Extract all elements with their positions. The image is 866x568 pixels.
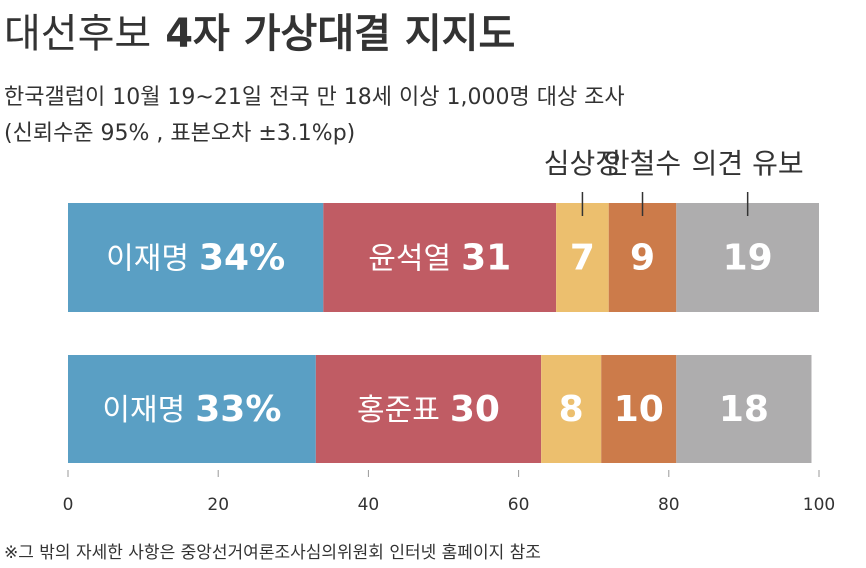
bar-label: 7 [570,238,595,279]
x-tick-label: 0 [63,495,74,515]
subtitle: (신뢰수준 95% , 표본오차 ±3.1%p) [4,121,355,146]
value-label: 34% [199,238,285,279]
x-tick-label: 100 [803,495,835,515]
bar-segment [323,203,557,312]
bar-segment [676,203,819,312]
value-label: 8 [559,389,584,430]
bar-segment [676,355,812,463]
bar-label: 10 [614,389,664,430]
title-light: 대선후보 [4,11,151,57]
bar-label: 19 [723,238,773,279]
x-tick-label: 60 [508,495,530,515]
bar-label: 윤석열 31 [368,238,511,279]
bar-segment [315,355,542,463]
subtitle: 한국갤럽이 10월 19~21일 전국 만 18세 이상 1,000명 대상 조… [4,85,625,110]
value-label: 7 [570,238,595,279]
x-tick-label: 80 [658,495,680,515]
segment-name: 윤석열 [368,241,451,276]
footnote: ※그 밖의 자세한 사항은 중앙선거여론조사심의위원회 인터넷 홈페이지 참조 [4,543,541,563]
value-label: 10 [614,389,664,430]
segment-name: 홍준표 [357,393,440,428]
bar-segment [556,203,609,312]
bar-label: 이재명 34% [106,238,285,279]
bar-label: 18 [719,389,769,430]
value-label: 31 [461,238,511,279]
x-tick-label: 40 [358,495,380,515]
segment-name: 이재명 [102,393,185,428]
bar-segment [541,355,602,463]
title-bold: 4자 가상대결 지지도 [165,11,515,57]
x-tick-label: 20 [207,495,229,515]
bar-segment [68,203,324,312]
legend-label: 심상정 [544,147,621,180]
bar-label: 이재명 33% [102,389,281,430]
bar-label: 8 [559,389,584,430]
legend-label: 안철수 [604,147,681,180]
legend-label: 의견 유보 [692,147,804,180]
value-label: 30 [450,389,500,430]
value-label: 9 [630,238,655,279]
value-label: 19 [723,238,773,279]
bar-segment [68,355,316,463]
value-label: 33% [195,389,281,430]
bar-segment [608,203,677,312]
bar-label: 홍준표 30 [357,389,500,430]
bar-segment [601,355,677,463]
value-label: 18 [719,389,769,430]
chart-title: 대선후보 4자 가상대결 지지도 [4,11,515,57]
bar-label: 9 [630,238,655,279]
segment-name: 이재명 [106,241,189,276]
